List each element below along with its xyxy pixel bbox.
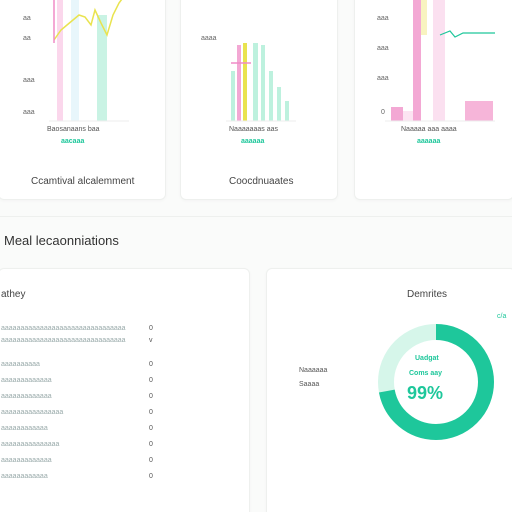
chart-2-bar-6 xyxy=(269,71,273,121)
chart-3-bar-2 xyxy=(413,0,421,121)
chart-2-plot xyxy=(226,43,296,122)
chart-2-bar-3 xyxy=(243,43,247,121)
chart-3-bar-4 xyxy=(433,0,445,121)
chart-card-1: aa aa aaa aaa Baosanaans baa aacaaa Ccam… xyxy=(0,0,166,200)
list-row-label: aaaaaaaaaaaaaaaa xyxy=(1,409,64,416)
chart-3-bar-5 xyxy=(465,101,493,121)
list-row-label: aaaaaaaaaaaaaaaaaaaaaaaaaaaaaaaa xyxy=(1,325,126,332)
chart-2-bar-4 xyxy=(253,43,258,121)
donut-arc xyxy=(378,324,494,440)
chart-3-tick-1: aaa xyxy=(377,15,389,22)
chart-2-title: Coocdnuaates xyxy=(229,176,294,187)
chart-card-2: aaaa Naaaaaaas aas aaaaaa Coocdnuaates xyxy=(180,0,338,200)
list-row-value: 0 xyxy=(149,325,153,332)
list-row-label: aaaaaaaaaaaaa xyxy=(1,377,52,384)
donut-label-2: Coms aay xyxy=(409,370,443,377)
chart-1-tick-1: aa xyxy=(23,15,31,22)
chart-3-tick-3: aaa xyxy=(377,75,389,82)
list-row-label: aaaaaaaaaaaa xyxy=(1,473,48,480)
chart-2-bar-1 xyxy=(231,71,235,121)
left-panel-title: athey xyxy=(1,289,26,300)
chart-1-tick-4: aaa xyxy=(23,109,35,116)
list-row-value: 0 xyxy=(149,377,153,384)
chart-1-line-yellow xyxy=(53,0,123,41)
list-row-label: aaaaaaaaaaaa xyxy=(1,425,48,432)
list-row-label: aaaaaaaaaa xyxy=(1,361,40,368)
chart-3-bar-6 xyxy=(403,111,413,121)
list-row-value: 0 xyxy=(149,361,153,368)
chart-3-bar-3 xyxy=(421,0,427,35)
chart-3-line xyxy=(439,30,495,38)
chart-3-tick-2: aaa xyxy=(377,45,389,52)
chart-3-bar-1 xyxy=(391,107,403,121)
chart-2-tick-1: aaaa xyxy=(201,35,217,42)
chart-1-bar-b xyxy=(71,0,79,121)
donut-chart xyxy=(378,324,494,440)
corner-label: c/a xyxy=(497,313,507,320)
list-row-value: 0 xyxy=(149,393,153,400)
chart-3-caption-value: aaaaaa xyxy=(417,138,441,145)
list-row-label: aaaaaaaaaaaaaaaaaaaaaaaaaaaaaaaa xyxy=(1,337,126,344)
chart-3-plot xyxy=(385,0,495,122)
right-panel-title: Demrites xyxy=(407,289,448,300)
list-row-value: 0 xyxy=(149,457,153,464)
chart-2-bar-5 xyxy=(261,45,265,121)
chart-1-bar-c xyxy=(97,15,107,121)
chart-1-title: Ccamtival alcalemment xyxy=(31,176,135,187)
chart-1-plot xyxy=(49,0,129,122)
list-row-label: aaaaaaaaaaaaa xyxy=(1,457,52,464)
legend-line-1: Naaaaaa xyxy=(299,367,328,374)
donut-label-1: Uadgat xyxy=(415,355,439,362)
list-row-label: aaaaaaaaaaaaa xyxy=(1,393,52,400)
list-row-value: 0 xyxy=(149,409,153,416)
chart-2-bar-7 xyxy=(277,87,281,121)
section-divider xyxy=(0,216,512,217)
chart-1-tick-3: aaa xyxy=(23,77,35,84)
chart-1-caption-value: aacaaa xyxy=(61,138,85,145)
chart-3-tick-4: 0 xyxy=(381,109,385,116)
legend-line-2: Saaaa xyxy=(299,381,320,388)
right-donut-panel: Demrites c/a Naaaaaa Saaaa Uadgat Coms a… xyxy=(266,268,512,512)
chart-1-caption-label: Baosanaans baa xyxy=(47,126,100,133)
section-title: Meal lecaonniations xyxy=(4,233,119,248)
donut-value: 99% xyxy=(407,383,444,403)
chart-2-caption-value: aaaaaa xyxy=(241,138,265,145)
chart-1-tick-2: aa xyxy=(23,35,31,42)
chart-2-caption-label: Naaaaaaas aas xyxy=(229,126,279,133)
list-row-value: v xyxy=(149,337,153,344)
chart-3-caption-label: Naaaaa aaa aaaa xyxy=(401,126,457,133)
list-row-value: 0 xyxy=(149,425,153,432)
list-row-value: 0 xyxy=(149,473,153,480)
list-row-label: aaaaaaaaaaaaaaa xyxy=(1,441,60,448)
chart-2-bar-8 xyxy=(285,101,289,121)
list-row-value: 0 xyxy=(149,441,153,448)
left-list-panel: athey aaaaaaaaaaaaaaaaaaaaaaaaaaaaaaaa 0 a… xyxy=(0,268,250,512)
chart-1-bar-a xyxy=(57,0,63,121)
chart-card-3: aaa aaa aaa 0 Naaaaa aaa aaaa aaaaaa xyxy=(354,0,512,200)
chart-2-bar-2 xyxy=(237,45,241,121)
